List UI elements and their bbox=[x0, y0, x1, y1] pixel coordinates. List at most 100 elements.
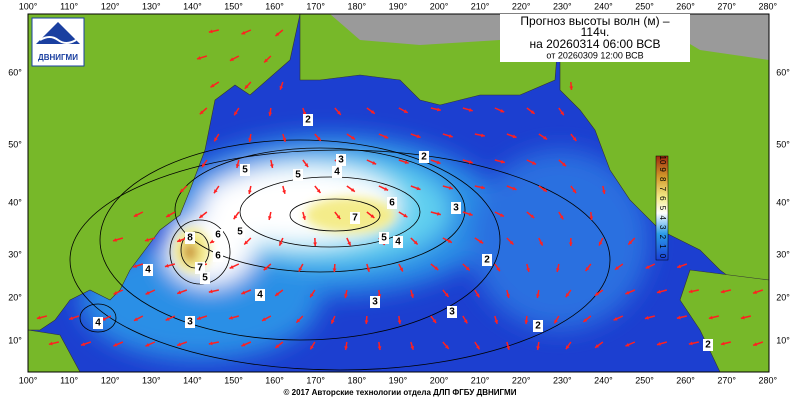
contour-label: 6 bbox=[389, 198, 395, 209]
colorbar-tick: 4 bbox=[658, 215, 667, 220]
wave-arrow-head bbox=[598, 241, 603, 246]
longitude-label: 140° bbox=[183, 1, 202, 11]
wave-arrow-head bbox=[403, 213, 408, 218]
longitude-label: 240° bbox=[594, 375, 613, 385]
wave-arrow-head bbox=[384, 187, 389, 191]
contour-label-bg bbox=[703, 339, 713, 351]
wave-arrow-head bbox=[197, 316, 201, 320]
wave-arrow-head bbox=[244, 240, 249, 245]
wave-arrow-head bbox=[210, 239, 215, 243]
longitude-label: 180° bbox=[347, 1, 366, 11]
contour-label-bg bbox=[93, 317, 103, 329]
wave-arrow-head bbox=[282, 137, 287, 142]
longitude-label: 280° bbox=[758, 375, 777, 385]
contour-label: 5 bbox=[237, 227, 243, 238]
wave-arrow-head bbox=[133, 213, 138, 217]
wave-arrow-head bbox=[165, 317, 170, 321]
contour-label: 4 bbox=[395, 237, 401, 248]
wave-arrow-head bbox=[512, 186, 517, 191]
wave-arrow-head bbox=[562, 162, 566, 167]
wave-arrow-head bbox=[317, 136, 321, 141]
wave-arrow-head bbox=[310, 345, 314, 350]
wave-arrow-head bbox=[244, 84, 249, 89]
wave-arrow-head bbox=[210, 83, 215, 88]
contour-label-bg bbox=[350, 212, 360, 224]
wave-arrow-head bbox=[447, 239, 452, 243]
wave-arrow-head bbox=[113, 291, 118, 295]
wave-arrow-head bbox=[677, 264, 682, 269]
contour-label: 2 bbox=[705, 340, 711, 351]
wave-arrow-head bbox=[436, 160, 441, 165]
longitude-label: 190° bbox=[389, 1, 408, 11]
contour-label-bg bbox=[200, 272, 210, 284]
wave-arrow-head bbox=[572, 189, 577, 194]
wave-arrow-head bbox=[444, 344, 449, 349]
wave-arrow-head bbox=[543, 135, 548, 140]
latitude-label: 10° bbox=[8, 335, 22, 345]
latitude-label: 30° bbox=[8, 249, 22, 259]
wave-arrow-head bbox=[364, 320, 369, 324]
wave-arrow-head bbox=[512, 134, 517, 139]
wave-arrow-head bbox=[397, 320, 402, 324]
wave-arrow-head bbox=[583, 318, 588, 322]
wave-arrow-head bbox=[720, 289, 725, 294]
wave-arrow-head bbox=[268, 112, 273, 116]
wave-arrow-head bbox=[436, 211, 441, 216]
wave-arrow-head bbox=[448, 134, 453, 138]
longitude-label: 220° bbox=[512, 375, 531, 385]
wave-arrow-head bbox=[234, 111, 238, 116]
wave-arrow-head bbox=[229, 265, 234, 269]
wave-arrow-head bbox=[228, 315, 233, 320]
longitude-label: 130° bbox=[142, 1, 161, 11]
longitude-label: 280° bbox=[758, 1, 777, 11]
contour-label-bg bbox=[379, 232, 389, 244]
longitude-label: 150° bbox=[224, 1, 243, 11]
longitude-label: 210° bbox=[471, 375, 490, 385]
wave-arrow-head bbox=[233, 215, 238, 220]
contour-label-bg bbox=[185, 232, 195, 244]
contour-label-bg bbox=[336, 154, 346, 166]
wave-arrow-head bbox=[310, 293, 314, 298]
wave-arrow-head bbox=[468, 108, 473, 112]
wave-arrow-head bbox=[432, 319, 437, 324]
latitude-label: 40° bbox=[776, 197, 790, 207]
contour-label-bg bbox=[303, 114, 313, 126]
wave-arrow-head bbox=[241, 30, 246, 35]
wave-arrow-head bbox=[560, 111, 564, 116]
wave-arrow-head bbox=[269, 164, 274, 168]
colorbar-tick: 9 bbox=[658, 167, 667, 172]
wave-arrow-head bbox=[263, 266, 268, 271]
contour-label: 4 bbox=[145, 265, 151, 276]
latitude-label: 50° bbox=[776, 139, 790, 149]
colorbar-tick: 2 bbox=[658, 235, 667, 240]
contour-label: 5 bbox=[295, 170, 301, 181]
wave-arrow-head bbox=[377, 346, 382, 350]
wave-arrow-head bbox=[645, 265, 650, 269]
wave-arrow-head bbox=[166, 213, 171, 217]
longitude-label: 270° bbox=[717, 1, 736, 11]
colorbar-tick: 8 bbox=[658, 177, 667, 182]
wave-arrow-head bbox=[554, 319, 558, 324]
wave-arrow-head bbox=[509, 240, 514, 245]
wave-arrow-head bbox=[344, 346, 349, 350]
wave-arrow-head bbox=[366, 267, 370, 272]
wave-arrow-head bbox=[112, 238, 117, 242]
wave-arrow-head bbox=[208, 289, 213, 294]
contour-label: 4 bbox=[334, 167, 340, 178]
wave-arrow-head bbox=[656, 289, 661, 294]
wave-arrow-head bbox=[625, 290, 630, 295]
contour-label-bg bbox=[533, 320, 543, 332]
wave-arrow-head bbox=[416, 186, 421, 191]
wave-arrow-head bbox=[589, 216, 594, 220]
wave-arrow-head bbox=[298, 267, 303, 272]
contour-label: 3 bbox=[338, 155, 344, 166]
colorbar-tick: 0 bbox=[658, 254, 667, 259]
wave-arrow-head bbox=[145, 291, 150, 295]
wave-arrow-head bbox=[499, 213, 504, 217]
longitude-label: 250° bbox=[635, 375, 654, 385]
latitude-label: 60° bbox=[8, 67, 22, 77]
wave-arrow-head bbox=[214, 189, 218, 194]
wave-arrow-head bbox=[261, 317, 266, 321]
contour-label-bg bbox=[235, 226, 245, 238]
